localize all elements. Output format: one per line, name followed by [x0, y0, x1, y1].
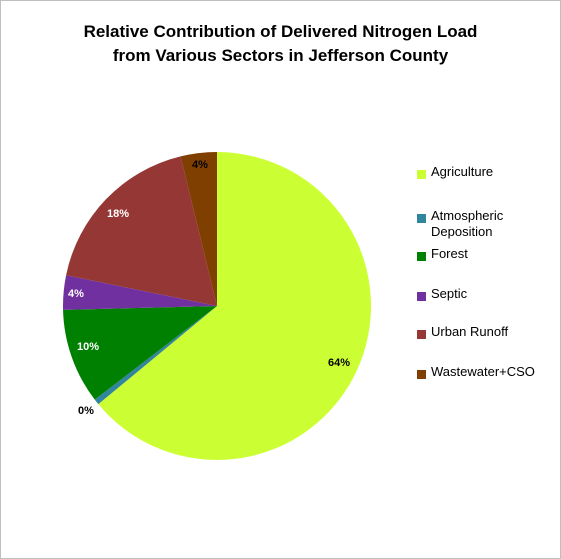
legend-item: Agriculture [417, 164, 493, 180]
pie-slice-agriculture [98, 152, 372, 460]
data-label-urban-runoff: 18% [107, 208, 129, 220]
legend-label: Wastewater+CSO [431, 364, 535, 380]
legend-swatch [417, 292, 426, 301]
pie-slice-atmospheric-deposition [94, 306, 217, 405]
chart-title: Relative Contribution of Delivered Nitro… [0, 20, 561, 68]
chart-title-line-2: from Various Sectors in Jefferson County [112, 46, 449, 65]
data-label-wastewater-cso: 4% [192, 159, 208, 171]
legend-label-line: Wastewater+CSO [431, 364, 535, 379]
legend-label-line: Agriculture [431, 164, 494, 179]
legend-label: Septic [431, 286, 467, 302]
legend-label-line: Urban Runoff [431, 324, 509, 339]
legend-label-line: Forest [431, 246, 468, 261]
legend-item: Wastewater+CSO [417, 364, 535, 380]
legend-swatch [417, 370, 426, 379]
legend-label-line: Atmospheric [431, 208, 504, 223]
pie-slice-urban-runoff [66, 156, 217, 306]
data-label-agriculture: 64% [328, 357, 350, 369]
legend-swatch [417, 170, 426, 179]
data-label-forest: 10% [77, 341, 99, 353]
legend-item: Atmospheric Deposition [417, 208, 503, 240]
pie-slice-forest [63, 306, 217, 400]
legend-label-line: Septic [431, 286, 468, 301]
legend-label: Atmospheric Deposition [431, 208, 503, 240]
legend-swatch [417, 252, 426, 261]
legend-item: Urban Runoff [417, 324, 508, 340]
legend-label-line: Deposition [431, 224, 493, 239]
legend-item: Septic [417, 286, 467, 302]
chart-title-line-1: Relative Contribution of Delivered Nitro… [83, 22, 478, 41]
legend-label: Forest [431, 246, 468, 262]
legend-label: Urban Runoff [431, 324, 508, 340]
legend-swatch [417, 330, 426, 339]
data-label-septic: 4% [68, 288, 84, 300]
pie-slice-septic [63, 275, 217, 310]
legend-item: Forest [417, 246, 468, 262]
legend-swatch [417, 214, 426, 223]
pie-slice-wastewater-cso [180, 152, 217, 306]
legend-label: Agriculture [431, 164, 493, 180]
data-label-atmospheric-deposition: 0% [78, 405, 94, 417]
